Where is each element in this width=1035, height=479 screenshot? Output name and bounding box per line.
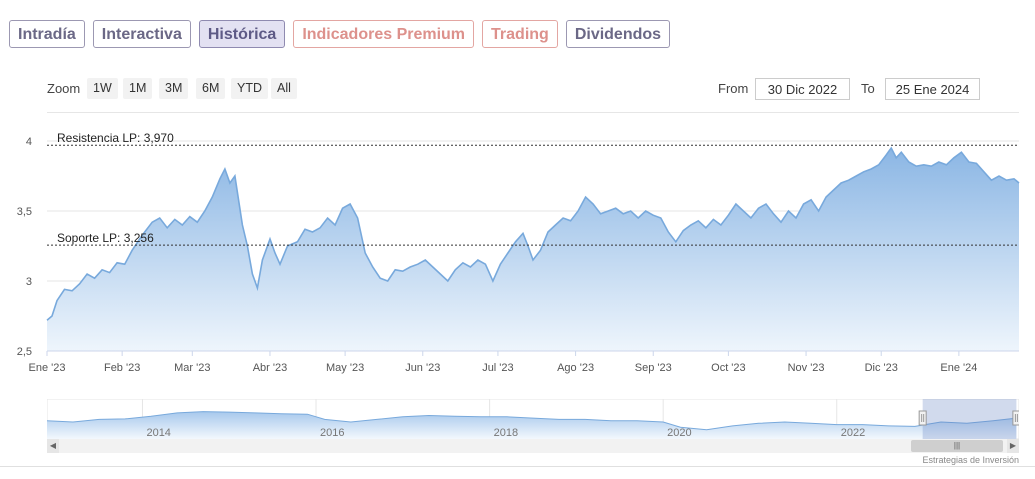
zoom-6m-button[interactable]: 6M bbox=[196, 78, 226, 99]
bottom-divider bbox=[0, 466, 1035, 467]
divider bbox=[47, 112, 1019, 113]
navigator-year-label: 2022 bbox=[841, 427, 865, 439]
y-tick-label: 2,5 bbox=[17, 346, 32, 358]
navigator-selection[interactable] bbox=[922, 399, 1017, 439]
navigator-year-label: 2016 bbox=[320, 427, 344, 439]
navigator-area bbox=[47, 411, 1017, 439]
x-tick-label: Jun '23 bbox=[405, 362, 440, 374]
price-area-fill bbox=[47, 148, 1019, 351]
x-tick-label: Ene '24 bbox=[940, 362, 977, 374]
credits: Estrategias de Inversión bbox=[922, 455, 1019, 465]
tab-bar: Intradía Interactiva Histórica Indicador… bbox=[9, 20, 671, 50]
navigator-year-label: 2014 bbox=[146, 427, 170, 439]
tab-interactiva[interactable]: Interactiva bbox=[92, 20, 191, 48]
navigator-handle[interactable] bbox=[1012, 410, 1019, 426]
from-date-input[interactable]: 30 Dic 2022 bbox=[755, 78, 850, 100]
navigator-year-label: 2018 bbox=[494, 427, 518, 439]
x-tick-label: Sep '23 bbox=[635, 362, 672, 374]
zoom-3m-button[interactable]: 3M bbox=[159, 78, 189, 99]
zoom-1m-button[interactable]: 1M bbox=[123, 78, 153, 99]
range-toolbar: Zoom 1W 1M 3M 6M YTD All From 30 Dic 202… bbox=[47, 78, 1019, 100]
x-tick-label: Jul '23 bbox=[482, 362, 513, 374]
x-tick-label: Ago '23 bbox=[557, 362, 594, 374]
navigator-chart: 2014 2016 2018 2020 2022 bbox=[47, 399, 1019, 439]
x-tick-label: Dic '23 bbox=[865, 362, 898, 374]
x-tick-label: Nov '23 bbox=[788, 362, 825, 374]
tab-indicadores-premium[interactable]: Indicadores Premium bbox=[293, 20, 475, 48]
x-tick-label: Abr '23 bbox=[253, 362, 288, 374]
y-tick-label: 3 bbox=[26, 276, 32, 288]
navigator-handle[interactable] bbox=[918, 410, 927, 426]
scroll-right-icon[interactable]: ▶ bbox=[1007, 439, 1019, 453]
price-area-chart: Resistencia LP: 3,970 Soporte LP: 3,256 2… bbox=[17, 131, 1020, 374]
to-label: To bbox=[861, 81, 875, 96]
x-tick-label: Mar '23 bbox=[174, 362, 210, 374]
y-tick-label: 4 bbox=[26, 136, 32, 148]
x-tick-label: Ene '23 bbox=[29, 362, 66, 374]
to-date-input[interactable]: 25 Ene 2024 bbox=[885, 78, 980, 100]
zoom-ytd-button[interactable]: YTD bbox=[231, 78, 268, 99]
plotline-label: Soporte LP: 3,256 bbox=[57, 231, 154, 245]
navigator-line bbox=[47, 411, 1017, 431]
tab-intradia[interactable]: Intradía bbox=[9, 20, 85, 48]
zoom-label: Zoom bbox=[47, 81, 81, 96]
scrollbar[interactable]: ◀ ||| ▶ bbox=[47, 439, 1019, 453]
navigator-year-label: 2020 bbox=[667, 427, 691, 439]
scrollbar-thumb[interactable]: ||| bbox=[911, 440, 1003, 452]
y-tick-label: 3,5 bbox=[17, 206, 32, 218]
plotline-label: Resistencia LP: 3,970 bbox=[57, 131, 174, 145]
zoom-1w-button[interactable]: 1W bbox=[87, 78, 118, 99]
price-series-line bbox=[46, 146, 1020, 321]
x-tick-label: Feb '23 bbox=[104, 362, 140, 374]
tab-dividendos[interactable]: Dividendos bbox=[565, 20, 671, 48]
scroll-left-icon[interactable]: ◀ bbox=[47, 439, 59, 453]
tab-trading[interactable]: Trading bbox=[482, 20, 558, 48]
navigator[interactable]: 2014 2016 2018 2020 2022 bbox=[47, 399, 1019, 439]
tab-historica[interactable]: Histórica bbox=[198, 20, 286, 48]
zoom-all-button[interactable]: All bbox=[271, 78, 297, 99]
from-label: From bbox=[718, 81, 749, 96]
x-tick-label: Oct '23 bbox=[711, 362, 746, 374]
x-tick-label: May '23 bbox=[326, 362, 364, 374]
